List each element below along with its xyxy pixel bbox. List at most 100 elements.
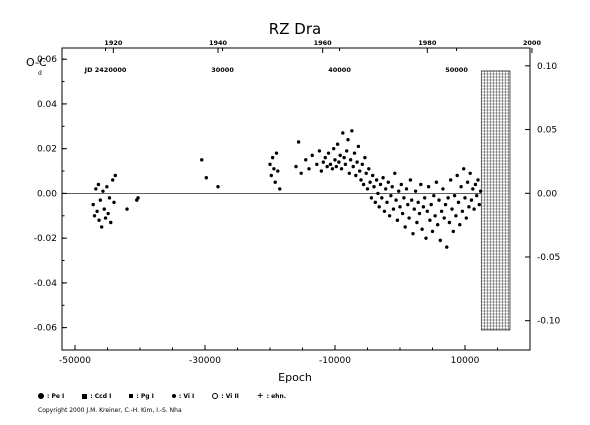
legend-item-pg: : Pg I	[129, 393, 154, 400]
data-point	[343, 162, 348, 167]
y-tick-label: 0.02	[37, 145, 57, 155]
y-tick-label: 0.06	[37, 55, 57, 65]
x-tick-label: -50000	[59, 356, 91, 366]
dot-marker-icon	[171, 394, 176, 398]
data-point	[101, 189, 105, 193]
data-point	[459, 184, 463, 189]
top-year-label: 1960	[314, 39, 333, 47]
data-point	[317, 149, 322, 153]
data-point	[406, 202, 410, 207]
data-point	[413, 189, 418, 193]
data-point	[450, 207, 454, 211]
y-tick-label: -0.06	[34, 324, 58, 334]
data-point	[429, 202, 433, 207]
data-point	[377, 205, 381, 209]
right-y-tick-label: 0.10	[537, 62, 557, 72]
data-point	[352, 151, 357, 155]
data-point	[356, 144, 361, 149]
data-point	[475, 193, 479, 198]
data-point	[399, 182, 403, 187]
data-point	[360, 162, 364, 167]
data-point	[433, 214, 437, 218]
square-marker-icon	[82, 393, 88, 399]
plot-frame	[61, 47, 531, 351]
data-point	[112, 200, 116, 205]
data-point	[346, 138, 350, 142]
data-point	[387, 214, 392, 218]
data-point	[403, 225, 407, 229]
data-point	[109, 220, 113, 225]
data-point	[380, 196, 384, 200]
top-axis-years: 1920 1940 1960 1980 2000	[104, 39, 541, 53]
legend-item-vi1: : Vi I	[171, 392, 195, 400]
legend-item-vi2: : Vi II	[212, 393, 239, 400]
data-point	[307, 167, 311, 171]
legend-label: : Vi I	[178, 392, 195, 400]
data-point	[393, 171, 397, 175]
y-axis-label: O-C	[26, 56, 47, 69]
data-point	[102, 207, 106, 211]
data-point	[368, 180, 372, 184]
data-point	[411, 231, 415, 236]
top-year-label: 1940	[209, 39, 228, 47]
data-point	[425, 209, 429, 214]
left-y-axis-ticks: 0.06 0.04 0.02 0.00 -0.02 -0.04 -0.06	[34, 55, 67, 351]
data-point	[464, 216, 468, 220]
data-point	[113, 173, 118, 178]
data-points	[91, 129, 483, 249]
data-point	[430, 229, 435, 234]
data-point	[389, 193, 393, 198]
top-jd-label: 50000	[445, 66, 468, 74]
data-point	[376, 191, 380, 196]
top-jd-label: 40000	[328, 66, 351, 74]
data-point	[438, 238, 442, 243]
data-point	[204, 176, 208, 180]
data-point	[391, 207, 396, 211]
data-point	[373, 200, 377, 205]
data-point	[386, 180, 390, 184]
data-point	[94, 187, 98, 191]
right-y-tick-label: 0.05	[537, 126, 557, 136]
data-point	[273, 180, 277, 184]
data-point	[367, 167, 371, 171]
data-point	[439, 209, 444, 214]
data-point	[361, 182, 366, 187]
data-point	[415, 220, 419, 225]
data-point	[323, 155, 327, 160]
open-circle-marker-icon	[212, 393, 219, 399]
plus-marker-icon: +	[256, 391, 264, 400]
data-point	[272, 167, 276, 171]
data-point	[372, 184, 376, 189]
data-point	[358, 169, 362, 173]
data-point	[382, 209, 387, 214]
data-point	[416, 200, 420, 205]
y-tick-label: -0.02	[34, 234, 57, 244]
y-tick-label: -0.04	[34, 279, 58, 289]
chart-title: RZ Dra	[269, 20, 321, 38]
data-point	[330, 167, 335, 171]
data-point	[463, 196, 467, 200]
data-point	[456, 200, 461, 205]
data-point	[96, 182, 101, 187]
y-axis-unit-mark: d	[38, 70, 42, 77]
copyright-text: Copyright 2000 J.M. Kreiner, C.-H. Kim, …	[38, 407, 182, 414]
data-point	[315, 162, 319, 167]
data-point	[333, 158, 337, 162]
data-point	[451, 229, 455, 234]
x-axis-ticks: -50000 -30000 -10000 10000	[59, 345, 498, 366]
data-point	[397, 189, 401, 193]
data-point	[97, 218, 101, 222]
data-point	[136, 196, 140, 200]
data-point	[319, 169, 324, 173]
data-point	[452, 193, 457, 198]
data-point	[420, 227, 424, 231]
data-point	[446, 196, 450, 200]
data-point	[296, 140, 301, 144]
data-point	[441, 187, 445, 191]
data-point	[365, 187, 370, 191]
data-point	[294, 164, 298, 169]
data-point	[268, 162, 272, 167]
data-point	[269, 173, 273, 178]
data-point	[385, 200, 389, 205]
data-point	[354, 173, 358, 178]
